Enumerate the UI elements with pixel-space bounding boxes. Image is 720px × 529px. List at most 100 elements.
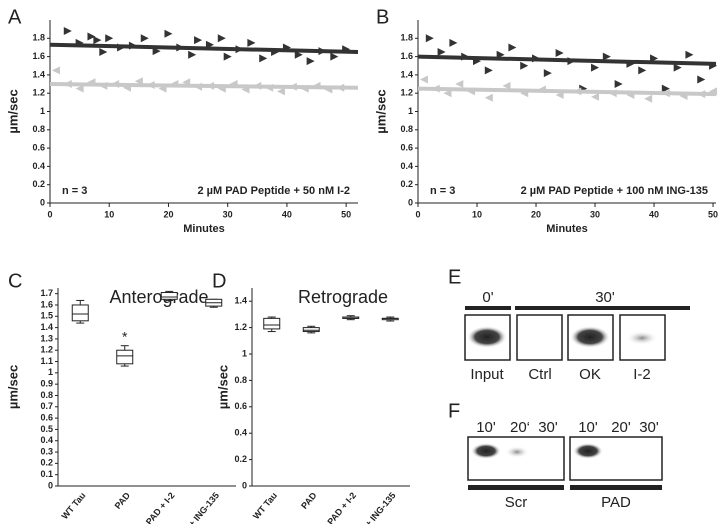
lane-label: Input [470, 366, 504, 383]
y-tick-label: 0 [408, 197, 413, 207]
point [93, 36, 102, 45]
point [425, 34, 434, 43]
y-tick-label: 0.2 [32, 179, 45, 189]
point [602, 52, 611, 61]
lane-box [516, 314, 563, 361]
y-tick-label: 1 [48, 367, 53, 377]
y-axis-label: µm/sec [5, 89, 20, 133]
x-tick-label: PAD [113, 490, 133, 511]
x-tick-label: 50 [708, 209, 718, 219]
annotation: n = 3 [430, 185, 455, 197]
y-tick-label: 1.6 [32, 51, 45, 61]
y-tick-label: 0.8 [32, 124, 45, 134]
chart-title: Retrograde [298, 287, 388, 307]
y-axis-label: µm/sec [373, 89, 388, 133]
x-tick-label: PAD + I-2 [144, 490, 177, 524]
point [543, 69, 552, 78]
band [573, 443, 603, 459]
point [555, 48, 564, 57]
point [87, 32, 96, 41]
time-label: 0' [482, 289, 493, 306]
x-tick-label: 20 [531, 209, 541, 219]
x-tick-label: 40 [649, 209, 659, 219]
y-tick-label: 0.6 [32, 142, 45, 152]
x-axis-label: Minutes [546, 223, 588, 235]
annotation: * [122, 328, 128, 344]
y-tick-label: 1.5 [40, 311, 53, 321]
time-label: 30' [595, 289, 615, 306]
lane-label: OK [579, 366, 601, 383]
chart-title: Anterograde [109, 287, 208, 307]
y-tick-label: 0.3 [40, 446, 53, 456]
point [502, 81, 511, 90]
y-tick-label: 1.2 [234, 322, 247, 332]
x-tick-label: WT Tau [59, 490, 87, 521]
x-tick-label: 30 [223, 209, 233, 219]
y-tick-label: 1 [242, 348, 247, 358]
y-tick-label: 1.4 [234, 296, 247, 306]
x-tick-label: 40 [282, 209, 292, 219]
y-tick-label: 0 [242, 480, 247, 490]
fit-line [49, 42, 359, 55]
y-tick-label: 1.7 [40, 288, 53, 298]
point [644, 94, 653, 103]
lane-label: I-2 [633, 366, 651, 383]
point [661, 84, 670, 93]
point [105, 34, 114, 43]
time-label: 10' [476, 419, 496, 436]
y-tick-label: 0.4 [32, 161, 45, 171]
point [484, 93, 493, 102]
x-tick-label: 10 [104, 209, 114, 219]
y-tick-label: 1.4 [32, 69, 45, 79]
y-tick-label: 0.8 [400, 124, 413, 134]
lane-label: Ctrl [528, 366, 551, 383]
annotation: n = 3 [62, 185, 87, 197]
x-tick-label: 10 [472, 209, 482, 219]
time-label: 20‘ [510, 419, 530, 436]
point [419, 75, 428, 84]
box [302, 327, 320, 333]
y-tick-label: 0.6 [400, 142, 413, 152]
y-tick-label: 0.8 [234, 375, 247, 385]
y-tick-label: 1.2 [400, 88, 413, 98]
y-tick-label: 0.2 [40, 458, 53, 468]
x-tick-label: 0 [415, 209, 420, 219]
point [247, 38, 256, 47]
point [673, 63, 682, 72]
time-label: 20' [611, 419, 631, 436]
point [508, 43, 517, 52]
x-tick-label: PAD + ING-135 [173, 490, 221, 524]
x-tick-label: 30 [590, 209, 600, 219]
y-tick-label: 1.8 [400, 33, 413, 43]
panel-letter: E [448, 266, 461, 288]
fit-line [49, 82, 359, 90]
band [505, 446, 529, 458]
point [614, 80, 623, 89]
y-tick-label: 1.2 [32, 88, 45, 98]
panel-letter: C [8, 270, 22, 292]
y-tick-label: 0.6 [40, 412, 53, 422]
y-tick-label: 0.7 [40, 401, 53, 411]
point [685, 50, 694, 59]
point [330, 52, 339, 61]
band [471, 443, 501, 459]
y-tick-label: 1.2 [40, 345, 53, 355]
x-tick-label: PAD + I-2 [325, 490, 358, 524]
y-tick-label: 1.1 [40, 356, 53, 366]
point [455, 80, 464, 89]
x-tick-label: 20 [163, 209, 173, 219]
x-axis-label: Minutes [183, 223, 225, 235]
y-tick-label: 1.6 [400, 51, 413, 61]
point [306, 57, 315, 66]
band [570, 326, 610, 348]
point [194, 36, 203, 45]
y-tick-label: 0.2 [234, 454, 247, 464]
point [591, 63, 600, 72]
time-label: 30' [639, 419, 659, 436]
point [638, 66, 647, 75]
y-tick-label: 1.4 [400, 69, 413, 79]
point [164, 29, 173, 38]
bar [570, 485, 662, 490]
box [71, 304, 89, 322]
y-tick-label: 0 [40, 197, 45, 207]
